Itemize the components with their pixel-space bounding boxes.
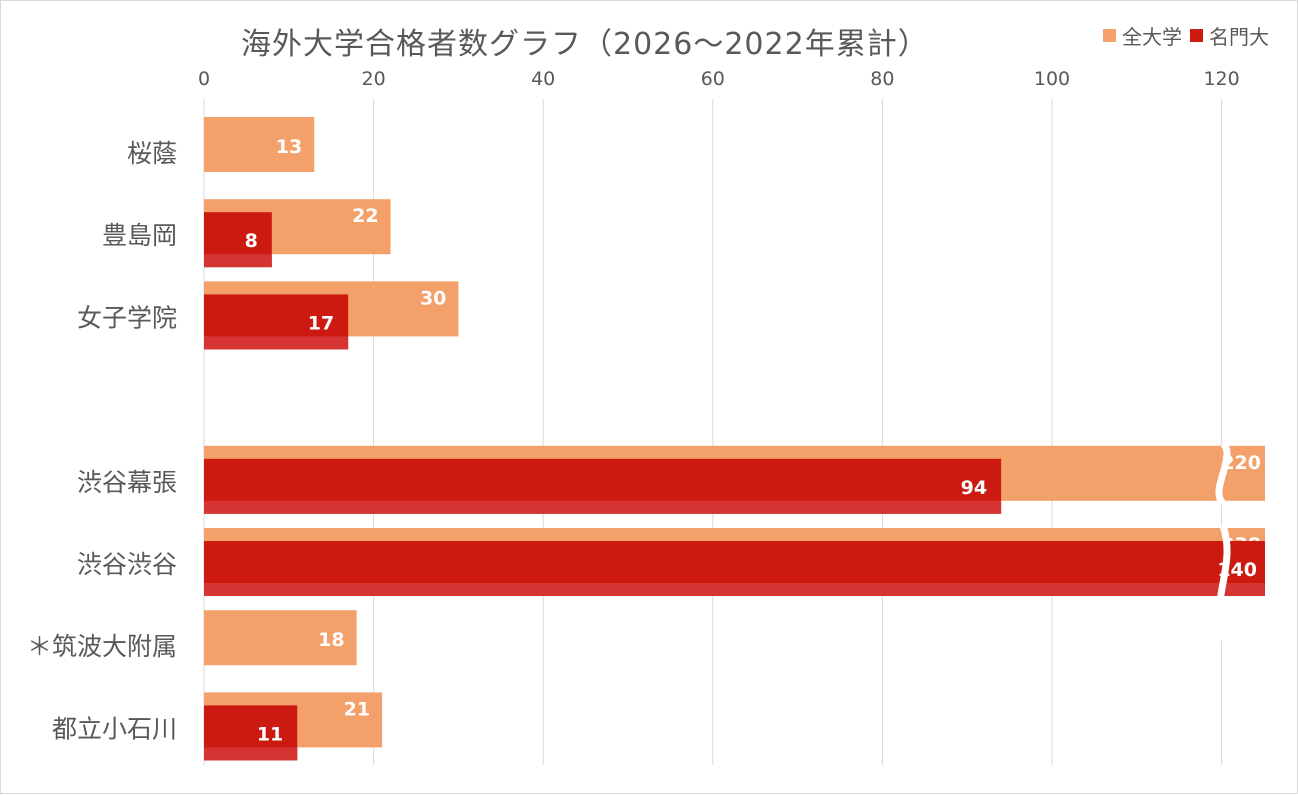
data-label-all: 220 bbox=[1221, 452, 1261, 474]
category-label: 渋谷幕張 bbox=[77, 468, 177, 497]
data-label-all: 13 bbox=[276, 136, 302, 158]
category-label: 女子学院 bbox=[77, 303, 177, 332]
legend-label-top: 名門大 bbox=[1209, 25, 1269, 49]
data-label-top: 11 bbox=[257, 723, 283, 745]
category-label: ＊筑波大附属 bbox=[27, 632, 177, 661]
bar-top-universities-shade bbox=[204, 500, 1002, 514]
x-tick-label: 120 bbox=[1203, 68, 1239, 90]
x-tick-label: 40 bbox=[531, 68, 555, 90]
category-label: 豊島岡 bbox=[102, 221, 177, 250]
chart-title: 海外大学合格者数グラフ（2026～2022年累計） bbox=[241, 27, 929, 62]
bar-top-universities-shade bbox=[204, 254, 272, 268]
data-label-top: 8 bbox=[245, 230, 258, 252]
category-label: 都立小石川 bbox=[52, 714, 177, 743]
data-label-all: 18 bbox=[318, 629, 344, 651]
x-tick-label: 0 bbox=[198, 68, 210, 90]
data-label-top: 94 bbox=[961, 477, 987, 499]
legend-swatch-top bbox=[1190, 29, 1203, 42]
category-label: 桜蔭 bbox=[127, 139, 177, 168]
bar-all-universities bbox=[204, 610, 357, 666]
x-tick-label: 20 bbox=[362, 68, 386, 90]
x-tick-label: 100 bbox=[1034, 68, 1070, 90]
x-tick-label: 60 bbox=[701, 68, 725, 90]
axis-break-mark bbox=[1215, 441, 1231, 506]
legend-item-all: 全大学 bbox=[1103, 21, 1182, 50]
data-label-all: 30 bbox=[420, 287, 446, 309]
x-tick-label: 80 bbox=[870, 68, 894, 90]
axis-break-mark bbox=[1215, 524, 1231, 642]
bar-top-universities-shade bbox=[204, 336, 349, 350]
legend-item-top: 名門大 bbox=[1190, 21, 1269, 50]
bar-top-universities-shade bbox=[204, 747, 298, 761]
data-label-top: 17 bbox=[308, 312, 334, 334]
data-label-all: 22 bbox=[352, 205, 378, 227]
bar-top-universities-shade bbox=[204, 583, 1265, 596]
legend: 全大学 名門大 bbox=[1095, 21, 1269, 50]
legend-swatch-all bbox=[1103, 29, 1116, 42]
data-label-all: 21 bbox=[344, 698, 370, 720]
legend-label-all: 全大学 bbox=[1122, 25, 1182, 49]
bar-all-universities bbox=[204, 117, 315, 172]
category-label: 渋谷渋谷 bbox=[77, 550, 177, 579]
